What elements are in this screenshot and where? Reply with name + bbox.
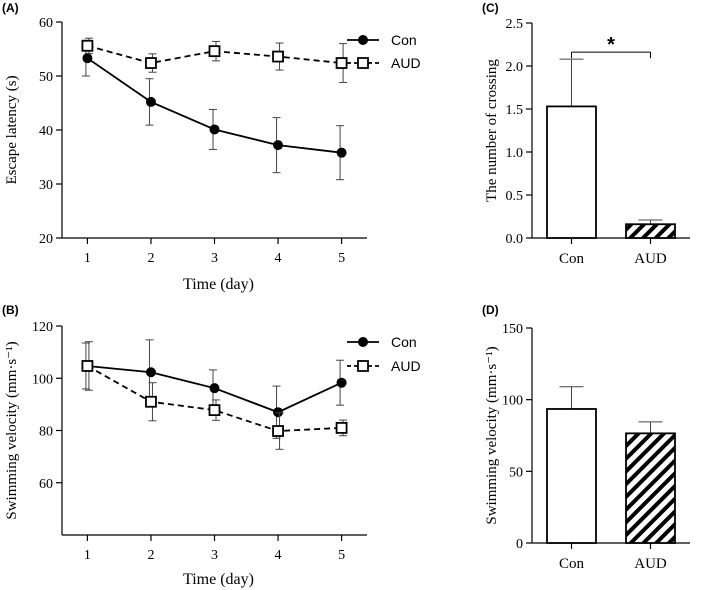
x-tick-label: 4 — [275, 251, 282, 266]
panel-label: (A) — [2, 1, 19, 15]
x-tick-label: 4 — [275, 548, 282, 563]
y-tick-label: 60 — [39, 16, 53, 31]
legend-label: Con — [391, 32, 417, 48]
legend: Con AUD — [347, 334, 421, 374]
x-tick-label: 1 — [84, 251, 91, 266]
y-tick-label: 60 — [39, 477, 53, 492]
y-tick-label: 40 — [39, 124, 53, 139]
significance-star: * — [607, 34, 615, 56]
x-tick-label: AUD — [634, 556, 667, 572]
legend-label: Con — [391, 334, 417, 350]
series-con — [81, 339, 347, 439]
x-tick-label: 5 — [338, 251, 345, 266]
legend: Con AUD — [347, 32, 421, 71]
data-point — [272, 50, 284, 63]
y-tick-label: 120 — [32, 320, 53, 335]
data-point — [82, 53, 93, 64]
series-con — [81, 39, 347, 181]
data-point — [208, 404, 221, 417]
x-tick-label: Con — [559, 556, 585, 572]
x-tick-label: 2 — [147, 251, 154, 266]
panel-a-escape-latency: (A) 20 30 40 50 60 Escape latency (s) 1 2 3 4 5 Time… — [2, 1, 421, 293]
x-tick-label: 2 — [147, 548, 154, 563]
bar-aud — [625, 223, 676, 239]
panel-c-crossing-count: (C) 0.0 0.5 1.0 1.5 2.0 2.5 The number of cross… — [482, 1, 690, 267]
y-tick-label: 20 — [39, 232, 53, 247]
x-tick-label: AUD — [634, 251, 667, 267]
legend-marker — [358, 35, 368, 45]
significance-bracket: * — [571, 34, 651, 59]
legend-marker — [357, 57, 369, 69]
y-tick-label: 1.0 — [506, 146, 524, 161]
y-axis-label: The number of crossing — [484, 59, 500, 202]
y-tick-label: 50 — [509, 465, 523, 480]
y-axis-label: Swimming velocity (mm·s⁻¹) — [484, 346, 500, 524]
series-line — [86, 57, 342, 154]
panel-label: (C) — [482, 1, 499, 15]
x-tick-label: 5 — [338, 548, 345, 563]
data-point — [145, 367, 156, 378]
legend-label: AUD — [391, 358, 421, 374]
x-axis-label: Time (day) — [183, 571, 254, 588]
y-tick-label: 2.0 — [506, 60, 524, 75]
x-axis-label: Time (day) — [183, 276, 254, 293]
data-point — [145, 96, 156, 107]
y-tick-label: 80 — [39, 425, 53, 440]
panel-b-swimming-velocity-days: (B) 60 80 100 120 Swimming velocity (mm·s⁻¹) 1… — [2, 303, 421, 588]
x-tick-label: 3 — [211, 548, 218, 563]
y-tick-label: 150 — [502, 322, 523, 337]
y-tick-label: 100 — [32, 372, 53, 387]
data-point — [209, 383, 220, 394]
x-tick-label: 1 — [84, 548, 91, 563]
data-point — [336, 147, 347, 158]
data-point — [335, 421, 348, 434]
y-tick-label: 0 — [516, 537, 523, 552]
legend-label: AUD — [391, 55, 421, 71]
data-point — [273, 407, 284, 418]
data-point — [145, 395, 157, 408]
data-point — [81, 39, 94, 52]
y-axis-label: Swimming velocity (mm·s⁻¹) — [4, 341, 20, 519]
y-tick-label: 30 — [39, 178, 53, 193]
y-tick-label: 0.5 — [506, 189, 524, 204]
panel-label: (D) — [482, 303, 499, 317]
y-axis-label: Escape latency (s) — [4, 75, 20, 184]
series-aud — [81, 37, 348, 83]
data-point — [209, 124, 220, 135]
series-line — [86, 365, 342, 432]
data-point — [273, 140, 284, 151]
data-point — [272, 425, 284, 437]
data-point — [336, 377, 347, 388]
y-tick-label: 1.5 — [506, 103, 524, 118]
y-tick-label: 100 — [502, 394, 523, 409]
data-point — [145, 57, 157, 69]
panel-label: (B) — [2, 303, 19, 317]
y-tick-label: 2.5 — [506, 17, 524, 32]
y-tick-label: 0.0 — [506, 232, 524, 247]
bar-con — [546, 105, 597, 239]
x-tick-label: 3 — [211, 251, 218, 266]
bar-con — [546, 408, 597, 544]
legend-marker — [357, 360, 369, 372]
y-tick-label: 50 — [39, 70, 53, 85]
x-tick-label: Con — [559, 251, 585, 267]
data-point — [208, 45, 221, 58]
bar-aud — [625, 432, 676, 544]
data-point — [335, 57, 348, 69]
data-point — [81, 360, 94, 372]
legend-marker — [358, 337, 368, 347]
series-aud — [81, 341, 348, 450]
